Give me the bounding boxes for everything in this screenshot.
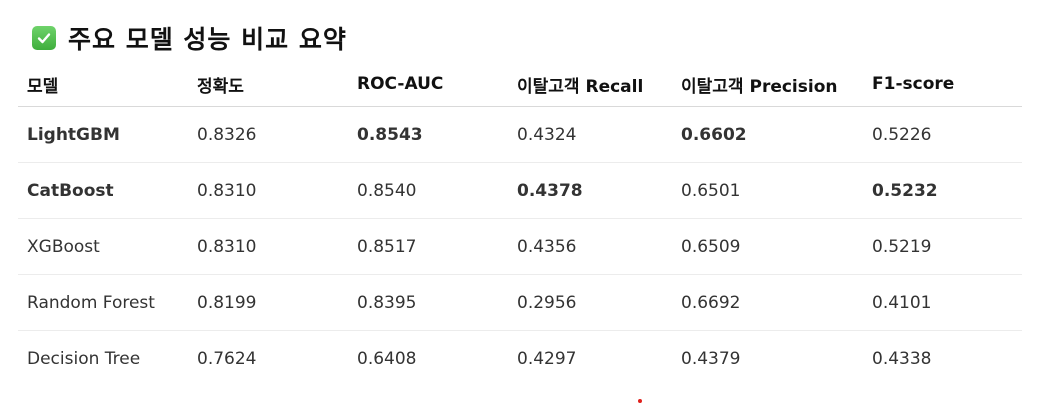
cell-model: XGBoost [18,218,188,275]
cell-churn-precision: 0.6501 [672,162,863,219]
cell-model: CatBoost [18,162,188,219]
check-mark-button-icon [32,26,56,50]
stray-red-dot [638,399,642,403]
cell-churn-recall: 0.4356 [508,218,672,275]
cell-roc-auc: 0.8540 [348,162,508,219]
column-header-churn-recall: 이탈고객 Recall [508,62,672,107]
cell-roc-auc: 0.8517 [348,218,508,275]
cell-f1-score: 0.5219 [863,218,1022,275]
table-row: CatBoost 0.8310 0.8540 0.4378 0.6501 0.5… [18,162,1022,219]
column-header-roc-auc: ROC-AUC [348,62,508,107]
cell-roc-auc: 0.6408 [357,348,417,369]
cell-churn-recall: 0.4324 [508,106,672,163]
cell-f1-score: 0.4338 [872,348,932,369]
cell-churn-recall: 0.2956 [508,274,672,331]
table-row: Random Forest 0.8199 0.8395 0.2956 0.669… [18,274,1022,331]
cell-churn-precision: 0.6692 [672,274,863,331]
cell-churn-recall: 0.4378 [508,162,672,219]
table-row: Decision Tree 0.7624 0.6408 0.4297 0.437… [18,331,1022,387]
cell-churn-precision: 0.6509 [672,218,863,275]
cell-model: Decision Tree [27,348,141,369]
cell-f1-score: 0.5232 [863,162,1022,219]
cell-roc-auc: 0.8543 [348,106,508,163]
column-header-churn-precision: 이탈고객 Precision [672,62,863,107]
table-row: LightGBM 0.8326 0.8543 0.4324 0.6602 0.5… [18,106,1022,163]
table-header-row: 모델 정확도 ROC-AUC 이탈고객 Recall 이탈고객 Precisio… [18,62,1022,107]
cell-f1-score: 0.5226 [863,106,1022,163]
cell-accuracy: 0.8199 [188,274,348,331]
cell-accuracy: 0.8310 [188,162,348,219]
cell-model: LightGBM [18,106,188,163]
cell-model: Random Forest [18,274,188,331]
cell-churn-recall: 0.4297 [517,348,577,369]
cell-churn-precision: 0.4379 [681,348,741,369]
cell-accuracy: 0.8310 [188,218,348,275]
column-header-f1-score: F1-score [863,62,1022,107]
cell-f1-score: 0.4101 [863,274,1022,331]
model-performance-table: 모델 정확도 ROC-AUC 이탈고객 Recall 이탈고객 Precisio… [18,62,1022,386]
cell-accuracy: 0.8326 [188,106,348,163]
page-title: 주요 모델 성능 비교 요약 [68,25,347,54]
column-header-accuracy: 정확도 [188,62,348,107]
cell-churn-precision: 0.6602 [672,106,863,163]
table-row: XGBoost 0.8310 0.8517 0.4356 0.6509 0.52… [18,218,1022,275]
cell-accuracy: 0.7624 [197,348,257,369]
section-heading: 주요 모델 성능 비교 요약 [32,20,347,56]
column-header-model: 모델 [18,62,188,107]
cell-roc-auc: 0.8395 [348,274,508,331]
